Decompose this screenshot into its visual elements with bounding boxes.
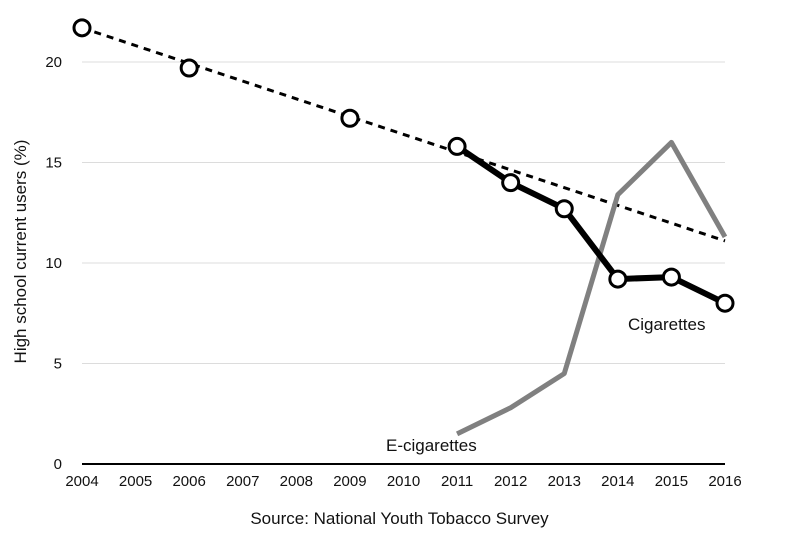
cigarettes-point — [179, 58, 199, 78]
x-tick-label: 2015 — [655, 473, 688, 490]
cigarettes-line — [455, 143, 727, 306]
e-cigarettes-series-label: E-cigarettes — [386, 436, 477, 455]
y-tick-label: 10 — [45, 255, 62, 272]
x-tick-label: 2010 — [387, 473, 420, 490]
y-axis-title: High school current users (%) — [11, 140, 30, 364]
cigarettes-point — [715, 293, 735, 313]
x-tick-label: 2013 — [548, 473, 581, 490]
y-tick-label: 5 — [54, 356, 62, 373]
x-axis-title: Source: National Youth Tobacco Survey — [250, 509, 549, 528]
y-tick-label: 15 — [45, 155, 62, 172]
x-tick-label: 2016 — [708, 473, 741, 490]
cigarettes-point — [608, 269, 628, 289]
cigarettes-point — [554, 199, 574, 219]
x-tick-label: 2004 — [65, 473, 98, 490]
cigarettes-point — [72, 18, 92, 38]
e-cigarettes-series — [455, 139, 728, 437]
y-tick-label: 20 — [45, 54, 62, 71]
x-axis-ticks: 2004 2005 2006 2007 2008 2009 2010 2011 2012 2013… — [65, 473, 741, 490]
cigarettes-series — [72, 18, 735, 313]
cigarettes-point — [501, 173, 521, 193]
e-cigarettes-line — [455, 139, 728, 437]
cigarettes-series-label: Cigarettes — [628, 315, 705, 334]
x-tick-label: 2006 — [172, 473, 205, 490]
trendline — [81, 26, 726, 243]
x-tick-label: 2012 — [494, 473, 527, 490]
x-tick-label: 2009 — [333, 473, 366, 490]
cigarettes-point — [661, 267, 681, 287]
x-tick-label: 2008 — [280, 473, 313, 490]
y-axis-ticks: 0 5 10 15 20 — [45, 54, 62, 473]
cigarettes-point — [340, 108, 360, 128]
y-tick-label: 0 — [54, 456, 62, 473]
x-tick-label: 2007 — [226, 473, 259, 490]
series-group — [72, 18, 735, 437]
x-tick-label: 2011 — [441, 473, 473, 490]
trendline-group — [81, 26, 726, 243]
cigarettes-point — [447, 136, 467, 156]
x-tick-label: 2005 — [119, 473, 152, 490]
x-tick-label: 2014 — [601, 473, 634, 490]
